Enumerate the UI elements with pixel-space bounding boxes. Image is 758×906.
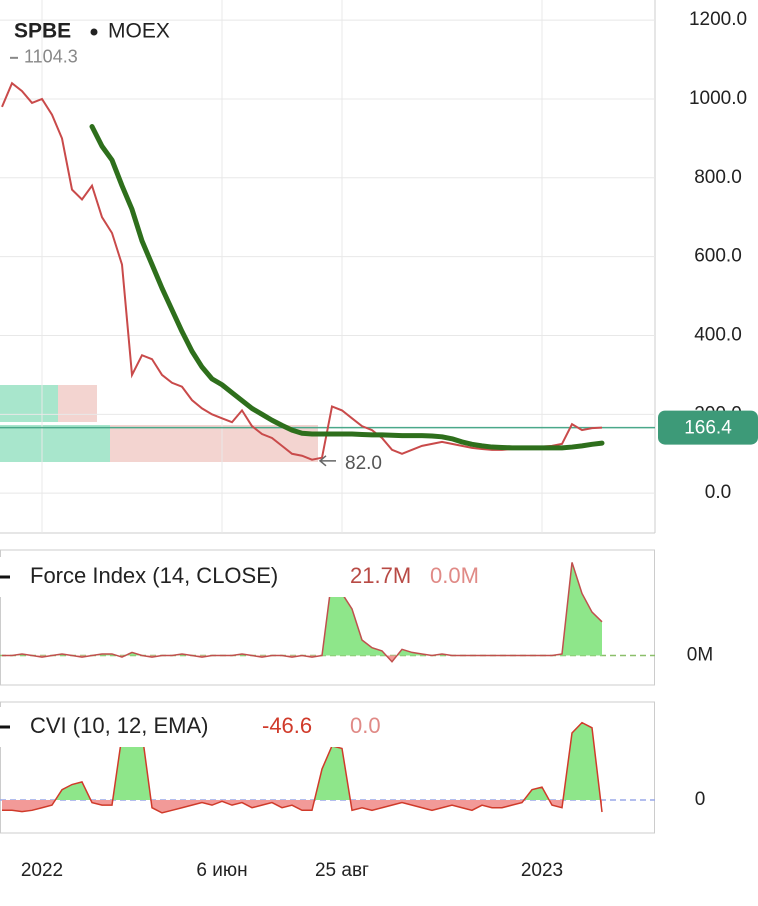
y-tick-label: 1200.0 (689, 9, 747, 30)
legend-title: CVI (10, 12, EMA) (30, 713, 209, 738)
legend-title: Force Index (14, CLOSE) (30, 563, 278, 588)
exchange: MOEX (108, 20, 170, 43)
y-tick-label: 600.0 (694, 246, 742, 267)
legend-value: 21.7M (350, 563, 411, 588)
legend-value: -46.6 (262, 713, 312, 738)
legend-box (0, 707, 398, 747)
y-tick-label: 800.0 (694, 167, 742, 188)
low-label: 82.0 (345, 453, 382, 474)
x-tick-label: 2022 (21, 860, 63, 881)
profile-down (58, 385, 97, 422)
y-tick-label: 400.0 (694, 325, 742, 346)
indicator-line (2, 721, 603, 814)
last-price-label: 166.4 (684, 418, 732, 439)
profile-up (0, 425, 110, 462)
panel-border (0, 701, 655, 834)
separator (90, 28, 98, 36)
x-tick-label: 25 авг (315, 860, 369, 881)
y-tick-label: 0M (687, 645, 713, 666)
area-positive (2, 722, 602, 800)
x-tick-label: 2023 (521, 860, 563, 881)
volume-profile (0, 385, 318, 462)
profile-down (110, 425, 318, 462)
y-tick-label: 0.0 (705, 482, 731, 503)
x-tick-label: 6 июн (196, 860, 247, 881)
y-tick-label: 1000.0 (689, 88, 747, 109)
panel-border (0, 549, 655, 686)
profile-up (0, 385, 58, 422)
legend-value: 0.0 (350, 713, 381, 738)
ticker: SPBE (14, 20, 71, 43)
low-marker (318, 455, 336, 467)
last-price-badge (658, 410, 758, 445)
legend-value: 0.0M (430, 563, 479, 588)
moving-average (89, 124, 605, 451)
indicator-line (2, 562, 603, 663)
legend-box (0, 557, 512, 597)
y-tick-label: 0 (695, 789, 706, 810)
high-label: 1104.3 (24, 47, 78, 67)
